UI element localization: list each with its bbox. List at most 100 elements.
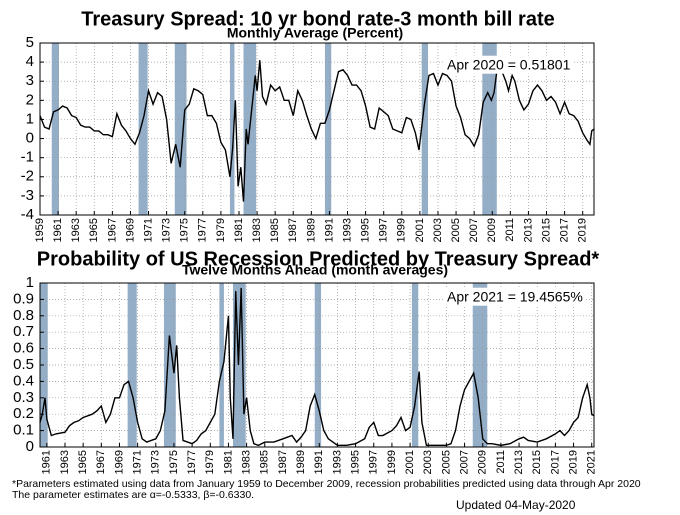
x-tick-label: 2015 bbox=[540, 218, 552, 242]
footnote: *Parameters estimated using data from Ja… bbox=[12, 478, 641, 490]
y-tick-label: 0.6 bbox=[13, 340, 34, 357]
x-tick-label: 1997 bbox=[378, 218, 390, 242]
chart-subtitle: Monthly Average (Percent) bbox=[227, 25, 403, 41]
recession-band bbox=[314, 283, 322, 447]
annotation-background bbox=[445, 55, 573, 74]
x-tick-label: 2001 bbox=[404, 450, 416, 474]
x-tick-label: 1977 bbox=[197, 218, 209, 242]
x-tick-label: 1975 bbox=[168, 450, 180, 474]
updated-note: Updated 04-May-2020 bbox=[456, 498, 576, 512]
recession-band bbox=[127, 283, 137, 447]
x-tick-label: 2009 bbox=[477, 450, 489, 474]
data-line bbox=[39, 60, 595, 202]
x-tick-label: 1965 bbox=[77, 450, 89, 474]
x-tick-label: 1969 bbox=[113, 450, 125, 474]
footnote: The parameter estimates are α=-0.5333, β… bbox=[12, 489, 254, 501]
y-tick-label: 1 bbox=[26, 274, 34, 291]
recession-band bbox=[219, 283, 224, 447]
x-tick-label: 1979 bbox=[204, 450, 216, 474]
y-tick-label: 0 bbox=[26, 438, 34, 455]
x-tick-label: 2003 bbox=[432, 218, 444, 242]
x-tick-label: 2007 bbox=[468, 218, 480, 242]
y-tick-label: 3 bbox=[26, 72, 34, 89]
x-tick-label: 2005 bbox=[450, 218, 462, 242]
x-tick-label: 2021 bbox=[586, 450, 598, 474]
y-tick-label: 0.5 bbox=[13, 356, 34, 373]
x-tick-label: 1987 bbox=[277, 450, 289, 474]
annotation-background bbox=[445, 287, 585, 306]
y-tick-label: -2 bbox=[21, 168, 34, 185]
y-tick-label: 0.7 bbox=[13, 323, 34, 340]
y-tick-label: -4 bbox=[21, 206, 34, 223]
x-tick-label: 2009 bbox=[486, 218, 498, 242]
recession-band bbox=[482, 43, 497, 215]
y-tick-label: 0.4 bbox=[13, 372, 34, 389]
recession-band bbox=[229, 43, 235, 215]
chart-title: Probability of US Recession Predicted by… bbox=[37, 248, 600, 270]
x-tick-label: 1989 bbox=[295, 450, 307, 474]
x-tick-label: 1963 bbox=[70, 218, 82, 242]
x-tick-label: 1971 bbox=[132, 450, 144, 474]
recession-band bbox=[51, 43, 59, 215]
x-tick-label: 1971 bbox=[142, 218, 154, 242]
x-tick-label: 1991 bbox=[313, 450, 325, 474]
x-tick-label: 1995 bbox=[350, 450, 362, 474]
annotation: Apr 2020 = 0.51801 bbox=[447, 57, 571, 73]
x-tick-label: 1981 bbox=[233, 218, 245, 242]
x-tick-label: 1959 bbox=[34, 218, 46, 242]
x-tick-label: 1999 bbox=[396, 218, 408, 242]
x-tick-label: 1989 bbox=[305, 218, 317, 242]
x-tick-label: 1965 bbox=[88, 218, 100, 242]
x-tick-label: 1983 bbox=[241, 450, 253, 474]
x-tick-label: 2003 bbox=[422, 450, 434, 474]
y-tick-label: 0.2 bbox=[13, 405, 34, 422]
chart-subtitle: Twelve Months Ahead (month averages) bbox=[182, 262, 448, 278]
x-tick-label: 2011 bbox=[495, 450, 507, 474]
x-tick-label: 2013 bbox=[513, 450, 525, 474]
x-tick-label: 1967 bbox=[95, 450, 107, 474]
recession-band bbox=[472, 283, 488, 447]
x-tick-label: 1985 bbox=[269, 218, 281, 242]
y-tick-label: 4 bbox=[26, 53, 34, 70]
recession-band bbox=[138, 43, 148, 215]
chart-title: Treasury Spread: 10 yr bond rate-3 month… bbox=[81, 8, 554, 30]
x-tick-label: 1979 bbox=[215, 218, 227, 242]
x-tick-label: 1969 bbox=[124, 218, 136, 242]
recession-band bbox=[421, 43, 429, 215]
x-tick-label: 1975 bbox=[179, 218, 191, 242]
x-tick-label: 1973 bbox=[161, 218, 173, 242]
x-tick-label: 2005 bbox=[440, 450, 452, 474]
y-tick-label: 0 bbox=[26, 130, 34, 147]
x-tick-label: 1995 bbox=[360, 218, 372, 242]
y-tick-label: 1 bbox=[26, 110, 34, 127]
x-tick-label: 1985 bbox=[259, 450, 271, 474]
recession-band bbox=[324, 43, 332, 215]
x-tick-label: 2007 bbox=[458, 450, 470, 474]
x-tick-label: 1999 bbox=[386, 450, 398, 474]
x-tick-label: 1967 bbox=[106, 218, 118, 242]
x-tick-label: 2019 bbox=[567, 450, 579, 474]
x-tick-label: 1981 bbox=[222, 450, 234, 474]
y-tick-label: -1 bbox=[21, 149, 34, 166]
x-tick-label: 1963 bbox=[59, 450, 71, 474]
y-tick-label: 0.3 bbox=[13, 389, 34, 406]
annotation: Apr 2021 = 19.4565% bbox=[447, 289, 583, 305]
plot-frame bbox=[39, 42, 595, 216]
x-tick-label: 2001 bbox=[414, 218, 426, 242]
x-tick-label: 2015 bbox=[531, 450, 543, 474]
y-tick-label: 2 bbox=[26, 91, 34, 108]
x-tick-label: 1961 bbox=[41, 450, 53, 474]
x-tick-label: 1961 bbox=[52, 218, 64, 242]
x-tick-label: 1993 bbox=[331, 450, 343, 474]
y-tick-label: 0.1 bbox=[13, 422, 34, 439]
x-tick-label: 1977 bbox=[186, 450, 198, 474]
x-tick-label: 2017 bbox=[559, 218, 571, 242]
x-tick-label: 1991 bbox=[323, 218, 335, 242]
x-tick-label: 2013 bbox=[522, 218, 534, 242]
y-tick-label: 0.8 bbox=[13, 307, 34, 324]
plot-frame bbox=[39, 282, 595, 448]
x-tick-label: 1983 bbox=[251, 218, 263, 242]
y-tick-label: 0.9 bbox=[13, 290, 34, 307]
x-tick-label: 1973 bbox=[150, 450, 162, 474]
